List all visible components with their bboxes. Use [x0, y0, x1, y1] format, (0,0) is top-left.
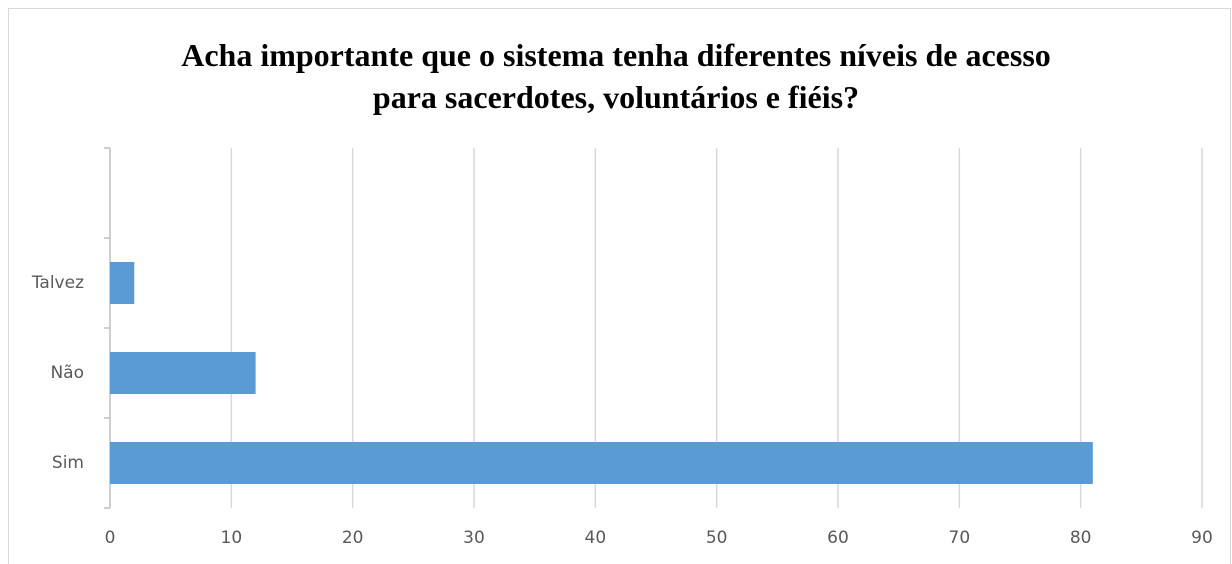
chart-border — [8, 8, 1231, 564]
x-tick-label: 50 — [706, 528, 728, 548]
x-tick-label: 60 — [827, 528, 849, 548]
x-tick-label: 0 — [105, 528, 116, 548]
x-tick-label: 80 — [1070, 528, 1092, 548]
x-tick-label: 90 — [1191, 528, 1213, 548]
bar — [110, 442, 1093, 484]
x-tick-label: 30 — [463, 528, 485, 548]
x-tick-label: 20 — [342, 528, 364, 548]
x-tick-label: 40 — [585, 528, 607, 548]
bar — [110, 352, 256, 394]
chart-title: Acha importante que o sistema tenha dife… — [181, 37, 1051, 115]
y-tick-label: Talvez — [31, 273, 84, 293]
x-tick-label: 10 — [221, 528, 243, 548]
bar — [110, 262, 135, 304]
y-tick-label: Não — [50, 363, 84, 383]
x-tick-label: 70 — [949, 528, 971, 548]
y-tick-label: Sim — [52, 453, 84, 473]
